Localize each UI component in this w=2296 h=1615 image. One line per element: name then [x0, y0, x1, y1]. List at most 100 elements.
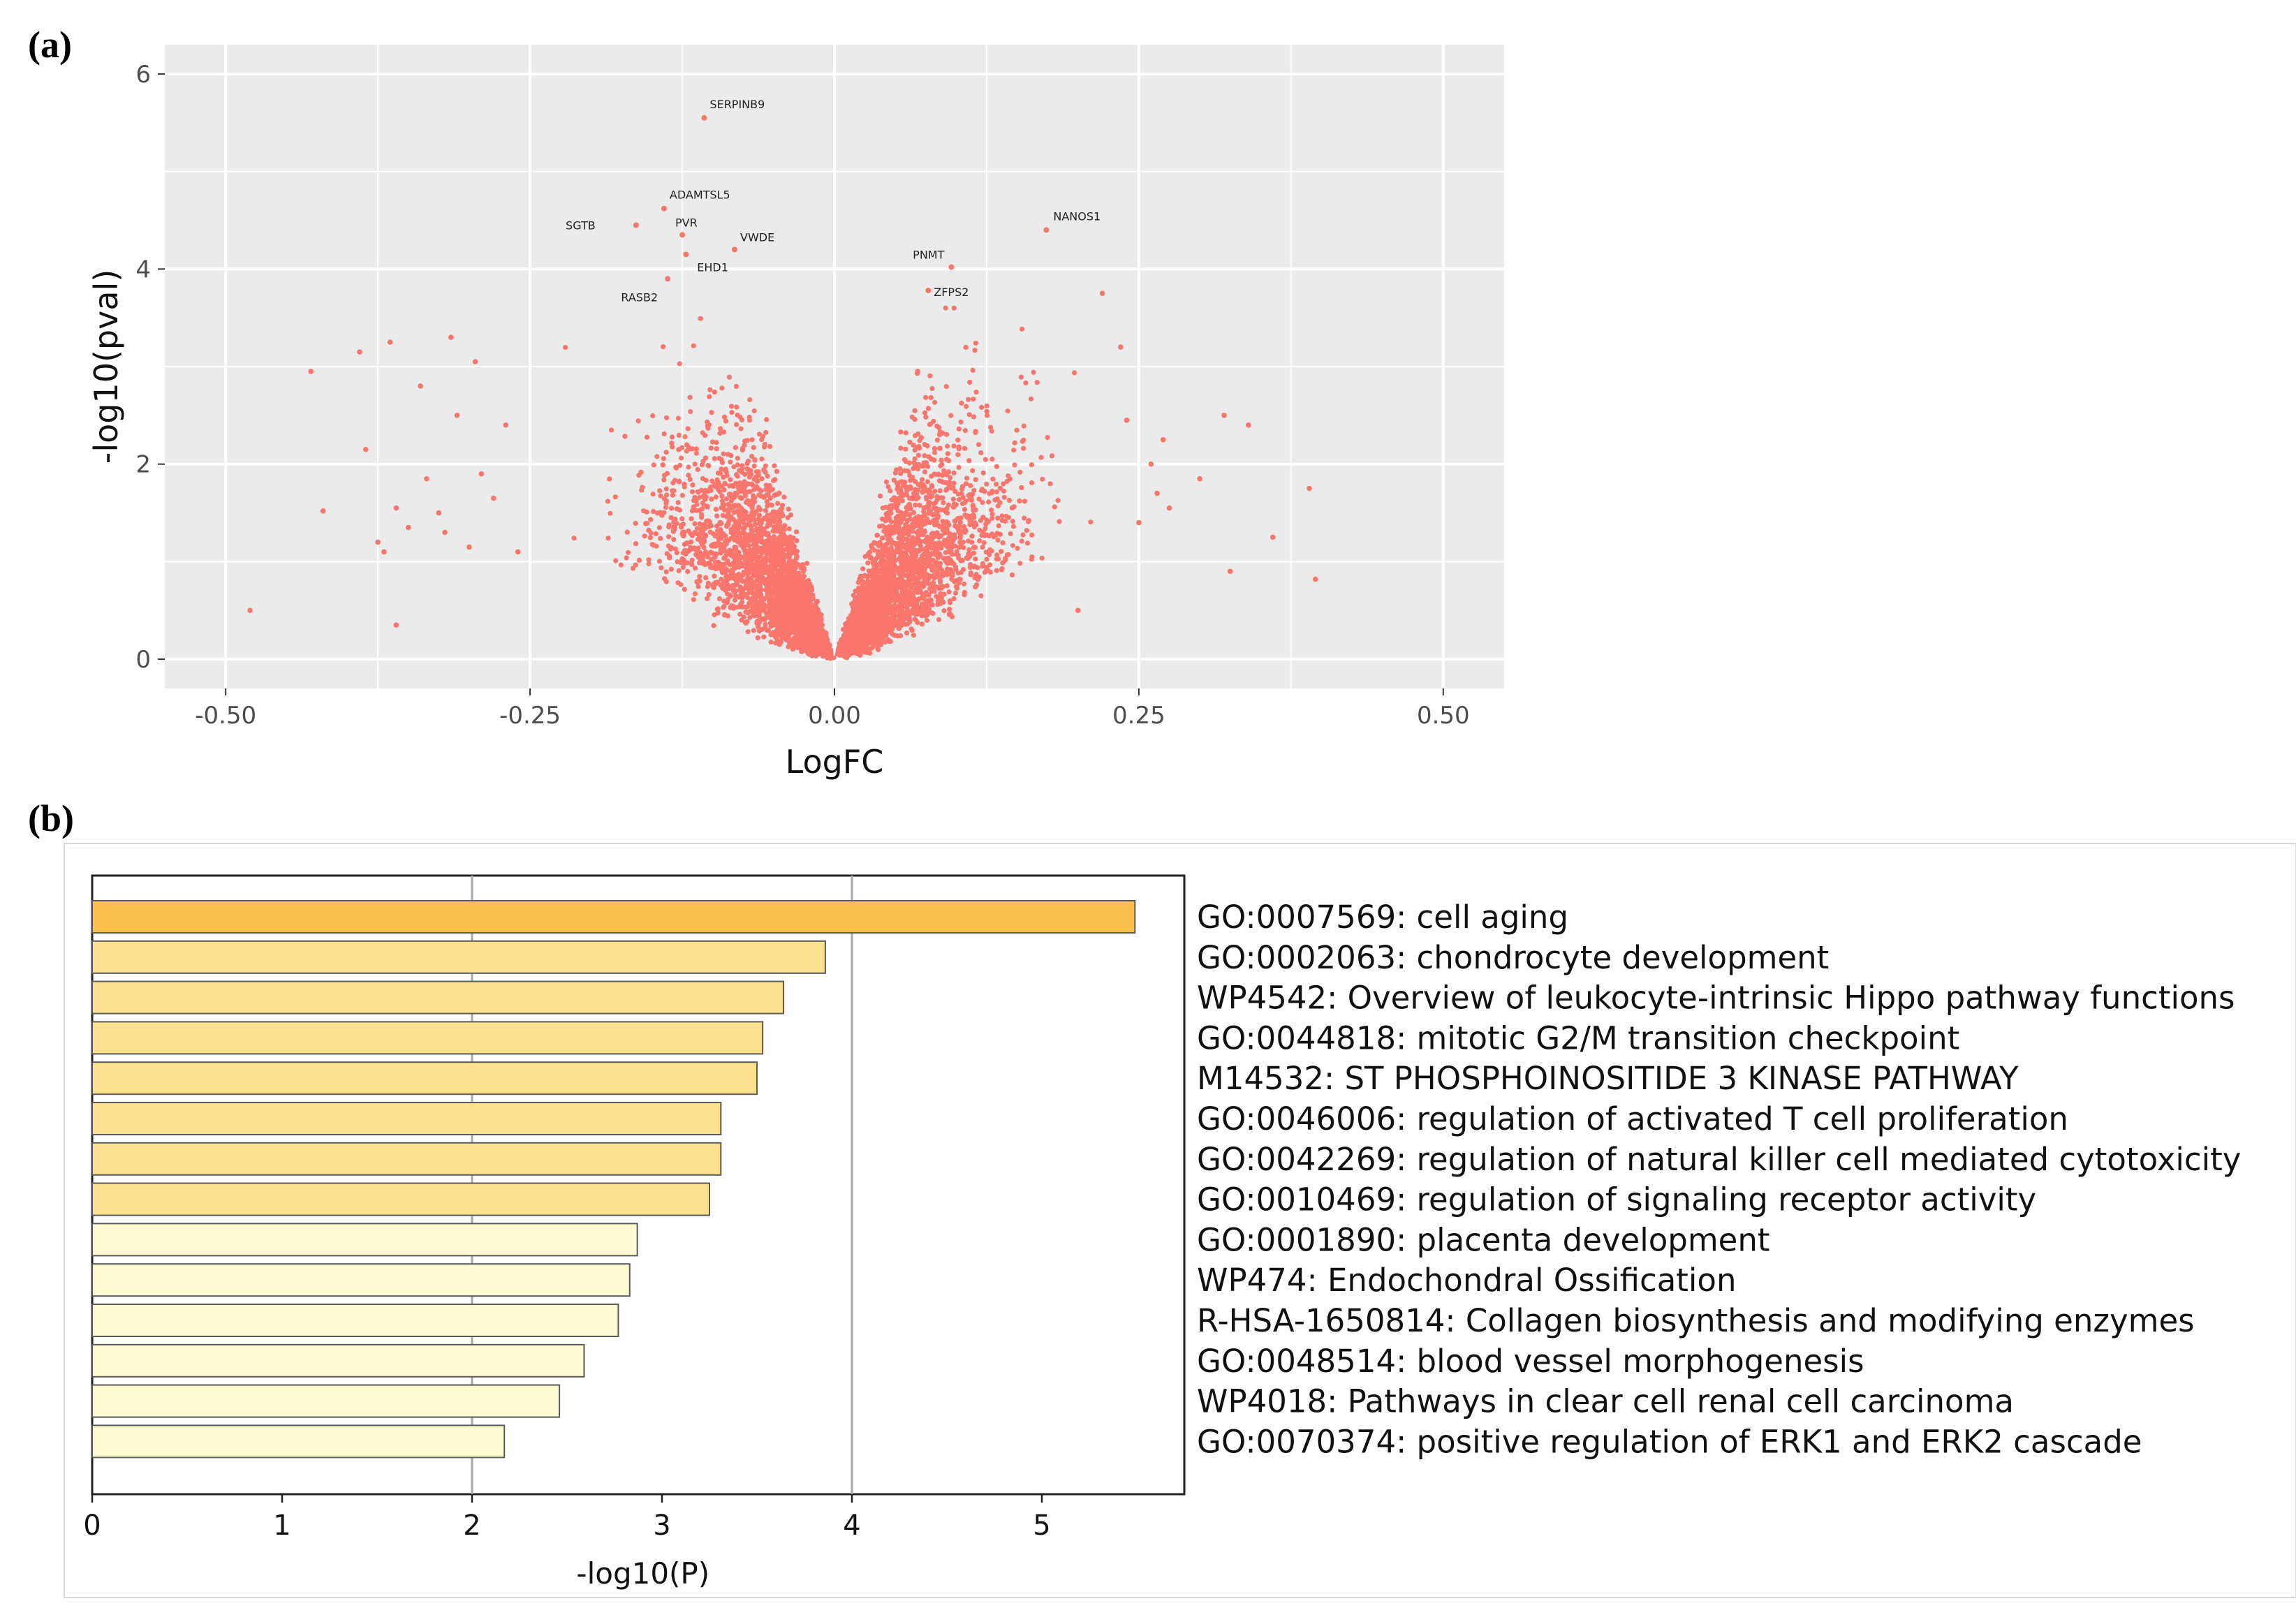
volcano-point — [904, 630, 910, 636]
volcano-point — [678, 560, 684, 566]
volcano-point — [676, 447, 682, 452]
volcano-point — [885, 484, 891, 489]
volcano-point — [785, 515, 790, 521]
volcano-point — [723, 469, 729, 475]
volcano-point — [742, 483, 747, 489]
volcano-point — [1045, 435, 1050, 441]
volcano-point — [940, 495, 945, 501]
volcano-point — [728, 452, 734, 459]
volcano-point — [677, 478, 682, 484]
volcano-point — [915, 452, 921, 458]
volcano-point — [756, 611, 762, 617]
volcano-point — [860, 579, 866, 584]
volcano-point — [962, 428, 968, 434]
volcano-point — [661, 477, 667, 482]
volcano-point — [781, 547, 786, 553]
volcano-point — [719, 460, 725, 466]
volcano-point — [936, 584, 942, 591]
volcano-point — [972, 348, 978, 353]
volcano-point — [900, 532, 906, 538]
volcano-point — [731, 589, 737, 594]
volcano-point — [968, 570, 973, 576]
volcano-point — [889, 626, 895, 632]
volcano-point — [790, 647, 795, 652]
volcano-point — [696, 584, 701, 589]
volcano-point — [757, 619, 763, 625]
volcano-point — [1010, 519, 1015, 524]
volcano-point — [687, 476, 693, 482]
volcano-point — [952, 519, 958, 524]
volcano-point — [661, 510, 667, 515]
volcano-point — [691, 504, 696, 510]
volcano-point — [918, 435, 924, 441]
volcano-point — [739, 554, 744, 560]
volcano-point — [1018, 374, 1024, 380]
volcano-point — [874, 532, 881, 538]
volcano-point — [925, 544, 931, 550]
volcano-points — [247, 290, 1318, 661]
volcano-point — [745, 603, 751, 610]
volcano-point — [676, 568, 682, 574]
volcano-point — [1009, 572, 1015, 578]
volcano-point — [756, 469, 761, 475]
volcano-point — [709, 496, 714, 502]
volcano-point — [1024, 528, 1029, 533]
volcano-point — [985, 413, 990, 418]
volcano-point — [727, 517, 733, 523]
volcano-point — [786, 644, 791, 649]
volcano-point — [936, 523, 941, 529]
volcano-point — [755, 577, 761, 582]
volcano-point — [989, 456, 995, 462]
volcano-point — [932, 489, 938, 494]
volcano-point — [638, 469, 644, 475]
volcano-point — [661, 473, 668, 478]
volcano-point — [770, 581, 775, 587]
volcano-point — [996, 556, 1001, 562]
volcano-point — [944, 506, 950, 512]
volcano-point — [672, 521, 679, 527]
volcano-point — [1057, 519, 1062, 524]
volcano-point — [932, 445, 937, 452]
volcano-point — [661, 344, 666, 350]
volcano-point — [680, 564, 686, 570]
volcano-point — [960, 494, 966, 500]
volcano-point — [705, 584, 710, 589]
volcano-point — [751, 463, 757, 469]
volcano-point — [932, 522, 938, 527]
volcano-point — [927, 573, 933, 579]
volcano-point — [943, 305, 948, 311]
volcano-point — [927, 373, 933, 378]
volcano-point — [1010, 543, 1015, 548]
volcano-point — [996, 523, 1001, 529]
volcano-point — [714, 513, 720, 519]
volcano-point — [929, 473, 934, 479]
volcano-point — [624, 529, 630, 535]
volcano-point — [915, 589, 920, 596]
volcano-point — [722, 481, 728, 487]
volcano-point — [849, 601, 855, 607]
volcano-point — [679, 492, 685, 499]
volcano-point — [690, 482, 696, 488]
volcano-point — [956, 464, 962, 471]
volcano-point — [1021, 445, 1026, 451]
volcano-point — [948, 485, 954, 491]
volcano-point — [921, 573, 927, 580]
volcano-point — [728, 536, 733, 542]
volcano-point — [1017, 561, 1023, 566]
volcano-point — [705, 596, 710, 601]
volcano-point — [940, 473, 945, 478]
volcano-point — [936, 472, 941, 478]
panel-a-label: (a) — [28, 24, 72, 66]
volcano-point — [980, 500, 985, 506]
volcano-point — [907, 473, 913, 478]
volcano-point — [952, 590, 959, 596]
volcano-point — [759, 456, 765, 462]
volcano-point — [895, 633, 900, 639]
volcano-point — [994, 568, 999, 573]
volcano-point — [658, 536, 663, 541]
volcano-point — [888, 532, 893, 538]
volcano-point — [886, 559, 892, 564]
volcano-point — [726, 374, 732, 380]
volcano-point — [865, 560, 871, 566]
volcano-point — [772, 515, 777, 521]
